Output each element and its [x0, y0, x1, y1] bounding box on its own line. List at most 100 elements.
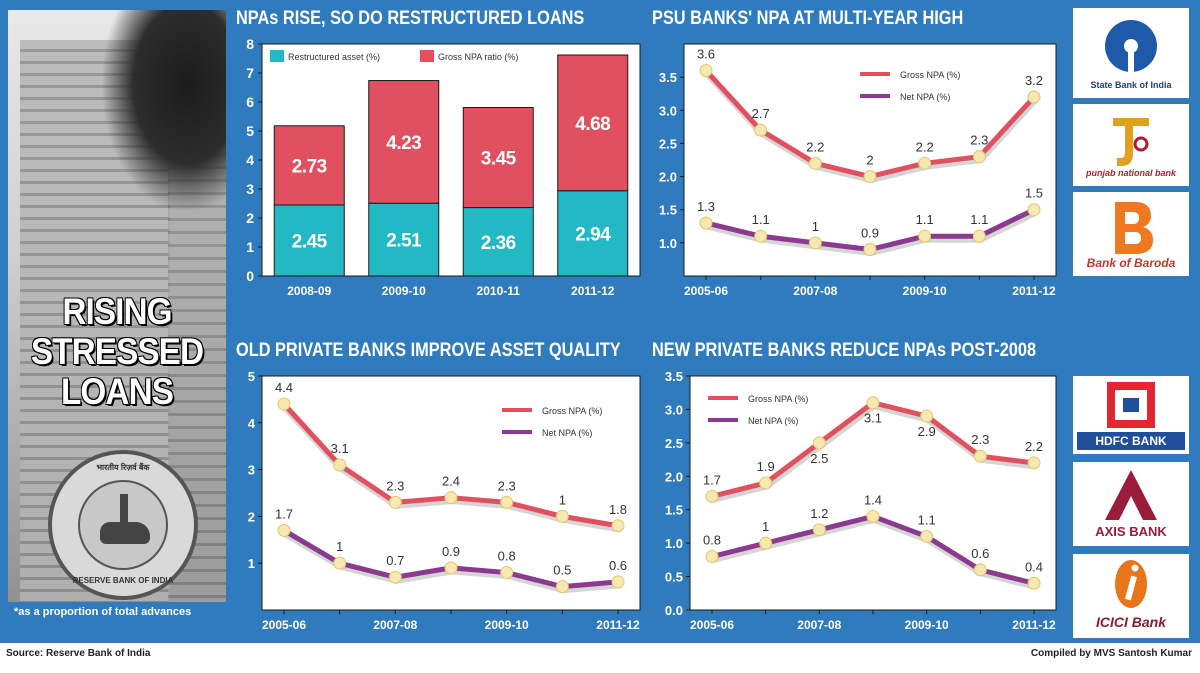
- data-label: 2.5: [810, 451, 828, 466]
- data-label: 1: [762, 519, 769, 534]
- data-label: 2: [866, 153, 873, 168]
- logo-caption: punjab national bank: [1085, 168, 1176, 178]
- data-label: 0.6: [609, 558, 627, 573]
- data-point: [611, 575, 625, 589]
- bar: [557, 190, 629, 277]
- data-point: [1027, 203, 1041, 217]
- data-point: [866, 509, 880, 523]
- data-point: [972, 150, 986, 164]
- y-tick-label: 4: [248, 416, 256, 431]
- data-point: [918, 156, 932, 170]
- data-label: 1.1: [916, 212, 934, 227]
- data-point: [1027, 90, 1041, 104]
- legend-swatch: [270, 50, 284, 62]
- data-point: [972, 229, 986, 243]
- bar-value-label: 3.45: [481, 149, 517, 170]
- data-point: [500, 566, 514, 580]
- bar-value-label: 2.45: [292, 231, 328, 252]
- data-point: [388, 570, 402, 584]
- data-label: 1.4: [864, 492, 882, 507]
- data-label: 2.3: [971, 432, 989, 447]
- bar-value-label: 2.51: [386, 231, 422, 252]
- logo-hdfc: HDFC BANK: [1073, 376, 1189, 454]
- data-label: 2.2: [1025, 439, 1043, 454]
- legend-swatch: [420, 50, 434, 62]
- banner-title-line: STRESSED: [30, 331, 204, 372]
- y-tick-label: 2: [248, 509, 255, 524]
- banner-title: RISING STRESSED LOANS: [8, 292, 226, 412]
- data-point: [866, 396, 880, 410]
- data-label: 1.8: [609, 502, 627, 517]
- y-tick-label: 2.0: [659, 170, 677, 185]
- logo-pnb: punjab national bank: [1073, 104, 1189, 186]
- data-label: 1.1: [918, 512, 936, 527]
- data-label: 1: [336, 539, 343, 554]
- data-label: 0.6: [971, 546, 989, 561]
- x-tick-label: 2007-08: [373, 618, 417, 632]
- x-tick-label: 2011-12: [571, 284, 615, 298]
- data-label: 1.2: [810, 506, 828, 521]
- logo-caption: State Bank of India: [1090, 80, 1172, 90]
- banner-title-line: LOANS: [60, 371, 174, 412]
- y-tick-label: 3: [246, 181, 254, 197]
- legend-label: Gross NPA (%): [748, 394, 808, 404]
- y-tick-label: 2: [246, 210, 254, 226]
- data-label: 1.7: [703, 472, 721, 487]
- data-point: [920, 529, 934, 543]
- y-tick-label: 5: [248, 369, 255, 384]
- data-point: [863, 170, 877, 184]
- data-point: [555, 509, 569, 523]
- data-label: 1.1: [970, 212, 988, 227]
- data-point: [808, 236, 822, 250]
- y-tick-label: 2.0: [665, 469, 683, 484]
- data-label: 1.9: [757, 459, 775, 474]
- line-chart: 0.0 0.5 1.0 1.5 2.0 2.5 3.0 3.5 2005-06 2007-08 20…: [665, 369, 1057, 632]
- chart-title: NPAs RISE, SO DO RESTRUCTURED LOANS: [236, 8, 585, 29]
- legend-label: Gross NPA (%): [542, 406, 602, 416]
- y-tick-label: 6: [246, 94, 254, 110]
- data-point: [759, 536, 773, 550]
- y-tick-label: 0.0: [665, 603, 683, 618]
- credit-note: Compiled by MVS Santosh Kumar: [1030, 648, 1192, 659]
- palm-icon: [120, 494, 128, 524]
- data-point: [699, 64, 713, 78]
- data-point: [500, 495, 514, 509]
- logo-sbi: State Bank of India: [1073, 8, 1189, 98]
- pnb-logo-icon: [1113, 118, 1149, 166]
- y-tick-label: 0: [246, 268, 254, 284]
- panel-old-private-banks: OLD PRIVATE BANKS IMPROVE ASSET QUALITY …: [234, 340, 646, 632]
- line-chart: 1.0 1.5 2.0 2.5 3.0 3.5 2005-06 2007-08 2009-10 2…: [659, 43, 1057, 298]
- data-label: 3.1: [331, 441, 349, 456]
- data-label: 2.2: [916, 139, 934, 154]
- data-point: [973, 449, 987, 463]
- y-tick-label: 1.0: [659, 236, 677, 251]
- data-point: [699, 216, 713, 230]
- data-point: [277, 523, 291, 537]
- data-point: [333, 556, 347, 570]
- data-point: [611, 519, 625, 533]
- data-point: [973, 563, 987, 577]
- bar-value-label: 2.36: [481, 233, 516, 254]
- seal-emblem: [78, 480, 168, 570]
- data-label: 1.3: [697, 199, 715, 214]
- x-tick-label: 2011-12: [1012, 284, 1056, 298]
- data-label: 0.4: [1025, 559, 1043, 574]
- data-point: [277, 397, 291, 411]
- x-tick-label: 2009-10: [903, 284, 947, 298]
- bob-logo-icon: [1115, 202, 1153, 254]
- x-tick-label: 2009-10: [905, 618, 949, 632]
- x-tick-label: 2010-11: [477, 284, 521, 298]
- axis-logo-icon: [1105, 470, 1157, 520]
- bar: [557, 54, 629, 192]
- x-tick-label: 2007-08: [797, 618, 841, 632]
- bar-value-label: 4.68: [575, 114, 610, 135]
- line-chart: 1 2 3 4 5 2005-06 2007-08 2009-10 2011-12 4.4 3.1 2…: [248, 369, 641, 632]
- x-tick-label: 2007-08: [793, 284, 837, 298]
- data-label: 2.4: [442, 474, 460, 489]
- data-point: [754, 229, 768, 243]
- y-tick-label: 1: [246, 239, 254, 255]
- data-point: [918, 229, 932, 243]
- data-point: [754, 123, 768, 137]
- bar: [368, 80, 440, 204]
- bar: [273, 125, 345, 206]
